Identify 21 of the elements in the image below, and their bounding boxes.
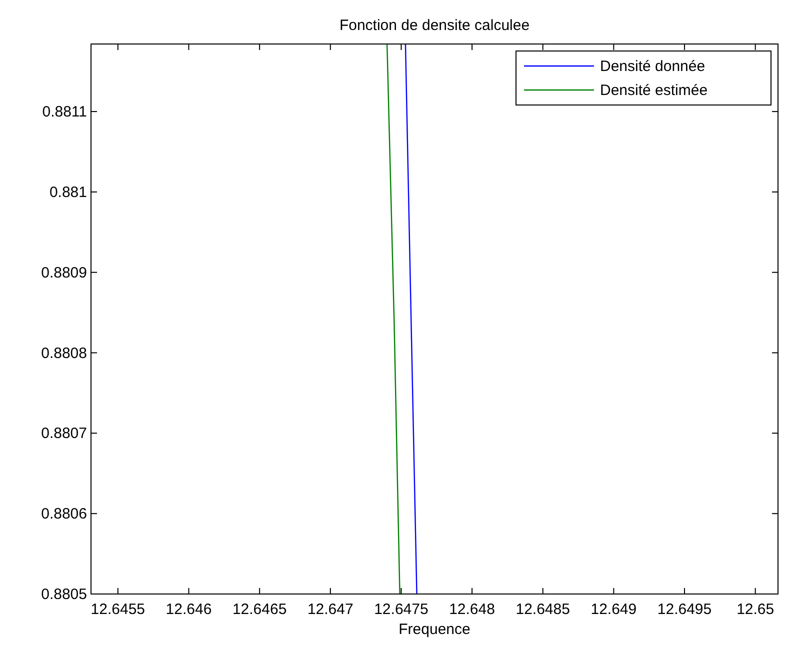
x-tick-label: 12.648 <box>449 601 495 618</box>
x-tick-label: 12.6455 <box>90 601 146 618</box>
y-tick-label: 0.8805 <box>41 586 87 603</box>
y-tick-label: 0.8808 <box>41 344 87 362</box>
x-tick-label: 12.6485 <box>516 601 570 618</box>
y-tick-label: 0.881 <box>49 184 87 201</box>
legend-label: Densité donnée <box>600 58 706 75</box>
chart-title: Fonction de densite calculee <box>339 17 530 34</box>
x-tick-label: 12.6465 <box>232 601 287 618</box>
x-tick-label: 12.6495 <box>657 601 712 618</box>
x-tick-label: 12.65 <box>736 601 774 618</box>
y-tick-label: 0.8807 <box>41 425 87 442</box>
x-tick-label: 12.6475 <box>374 601 428 618</box>
y-tick-label: 0.8806 <box>41 506 87 523</box>
y-tick-label: 0.8811 <box>42 104 87 121</box>
y-tick-label: 0.8809 <box>41 264 87 282</box>
x-tick-label: 12.647 <box>307 601 354 618</box>
x-axis-title: Frequence <box>398 621 470 638</box>
legend-label: Densité estimée <box>600 82 708 99</box>
x-tick-label: 12.646 <box>166 601 212 618</box>
x-tick-label: 12.649 <box>590 601 637 618</box>
